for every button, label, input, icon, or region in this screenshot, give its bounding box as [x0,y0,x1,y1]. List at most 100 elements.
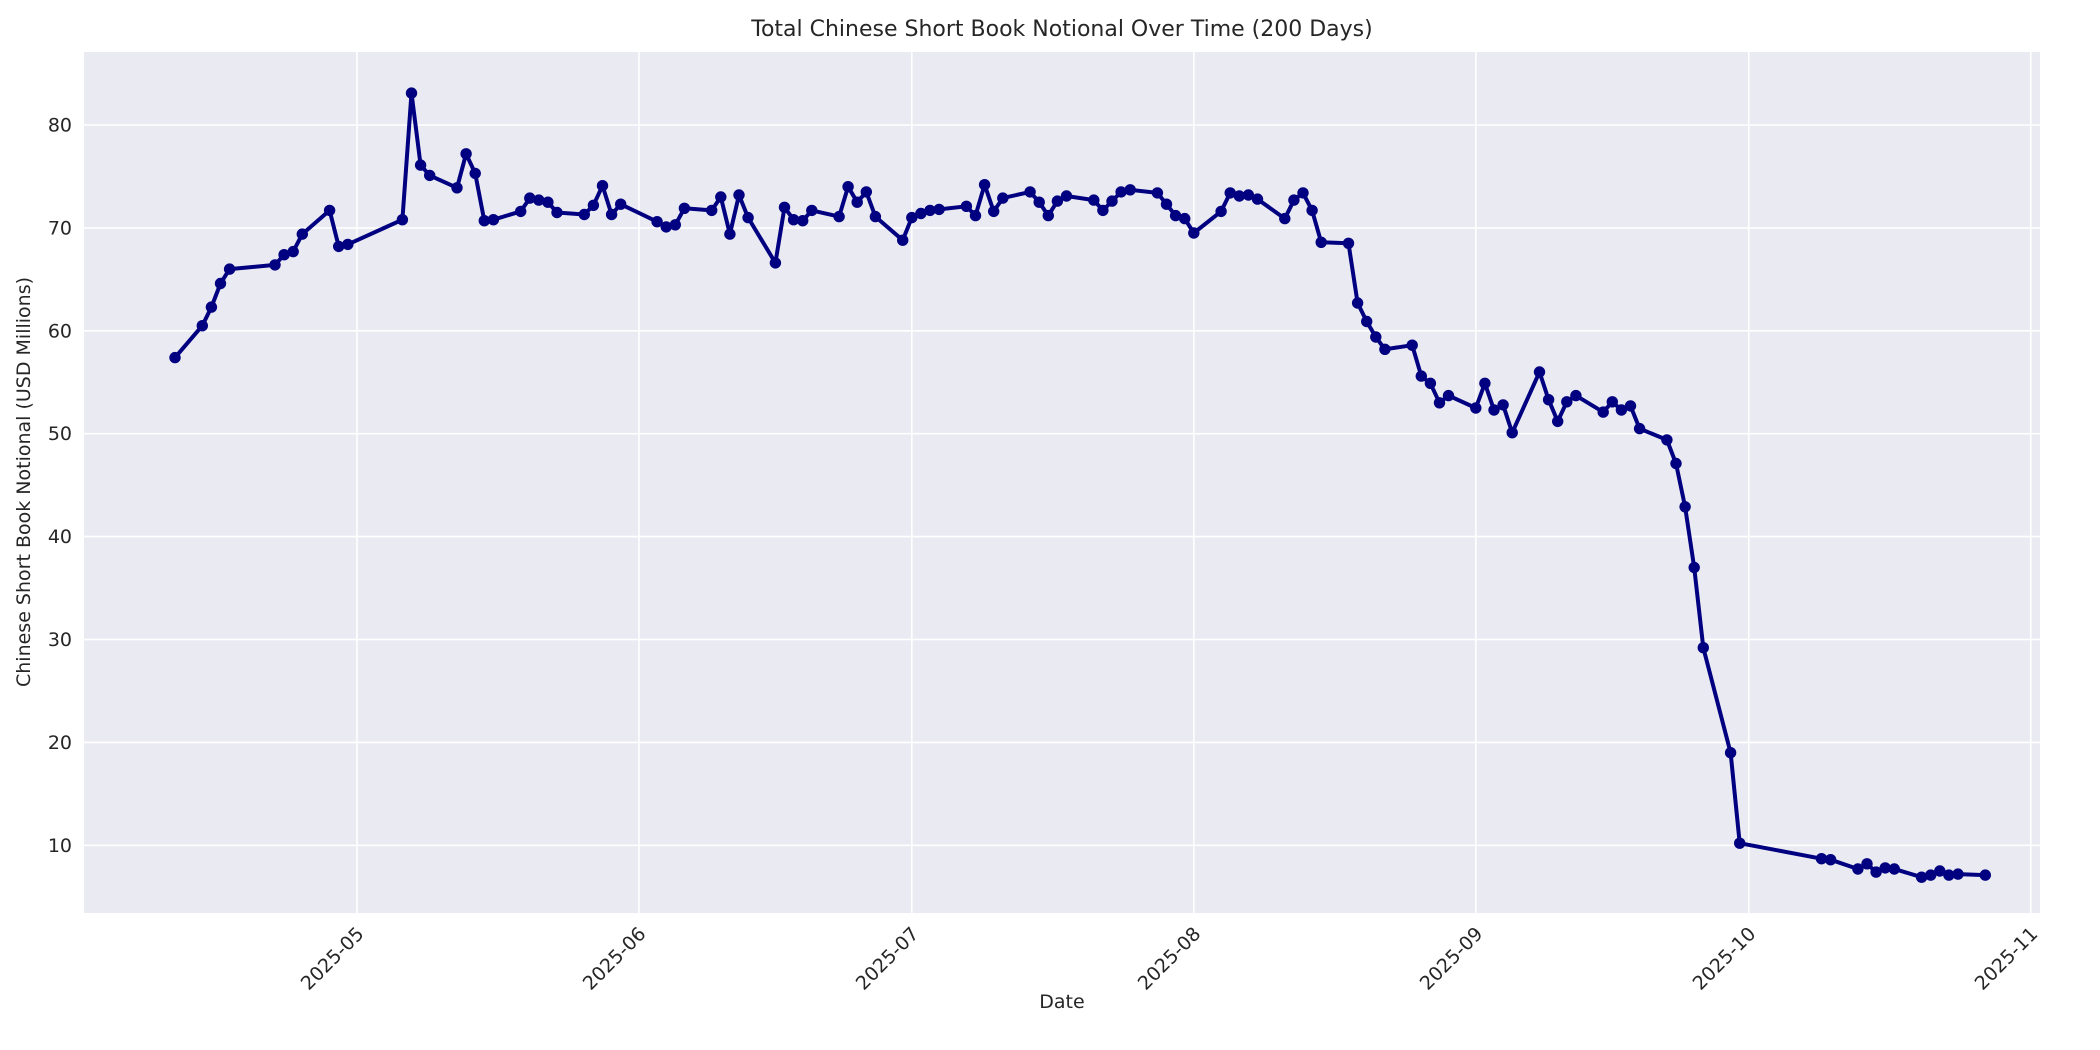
data-point [1879,862,1891,874]
data-point [214,277,227,290]
y-tick-label-20: 20 [48,732,72,754]
data-point [524,192,536,204]
data-point [1415,370,1428,382]
data-point [460,148,472,160]
plot-area [84,52,2040,913]
data-point [1115,186,1127,198]
y-tick-label-70: 70 [48,217,72,239]
data-point [933,203,945,216]
data-point [296,228,308,240]
data-point [451,182,463,194]
data-point [1570,389,1582,402]
data-point [915,207,927,220]
data-point [1688,561,1700,574]
data-point [1824,854,1837,866]
y-tick-label-30: 30 [48,629,72,651]
chart-title: Total Chinese Short Book Notional Over T… [750,17,1372,42]
data-points [169,87,1992,883]
data-point [578,208,590,221]
data-point [1870,866,1882,878]
x-tick-label-2025-11: 2025-11 [1971,923,2043,995]
x-tick-label-2025-06: 2025-06 [579,923,651,995]
data-point [1179,212,1191,225]
data-point [1151,187,1164,199]
data-point [1934,865,1946,877]
data-point [1852,863,1864,875]
data-point [1169,209,1182,222]
data-point [1060,190,1073,202]
data-point [414,159,427,171]
data-point [1624,400,1637,412]
data-point [733,189,745,201]
data-point [669,219,681,231]
data-point [1442,389,1455,402]
data-point [897,234,909,246]
data-point [1552,415,1564,428]
data-point [1915,871,1928,883]
y-tick-label-50: 50 [48,423,72,445]
data-point [706,204,718,217]
data-point [533,194,545,206]
data-point [797,215,809,227]
data-point [742,211,754,224]
data-point [587,199,600,211]
data-point [924,204,936,217]
data-point [651,216,663,228]
data-point [269,259,281,271]
data-point [1106,195,1118,207]
data-point [1952,868,1964,880]
data-point [1597,406,1609,418]
data-point [1297,187,1309,199]
data-point [1288,194,1300,206]
vertical-gridlines [356,52,2032,913]
data-point [1188,227,1200,239]
data-point [842,181,854,193]
data-point [1542,394,1555,406]
data-point [1633,422,1646,435]
data-point [833,210,845,223]
data-point [1251,193,1264,205]
data-point [1233,190,1246,202]
x-tick-label-2025-08: 2025-08 [1134,923,1206,995]
x-tick-label-2025-07: 2025-07 [852,923,924,995]
y-axis-label: Chinese Short Book Notional (USD Million… [13,277,35,687]
data-point [478,215,490,227]
data-point [1506,427,1518,439]
horizontal-gridlines [84,124,2040,847]
y-tick-label-10: 10 [48,835,72,857]
data-point [424,169,436,182]
data-point [1215,205,1227,218]
data-point [724,228,736,240]
data-point [287,245,299,258]
y-axis-tick-labels: 10 20 30 40 50 60 70 80 [48,115,72,857]
data-point [1815,853,1828,865]
data-point [960,200,973,212]
data-point [1224,187,1236,199]
y-tick-label-80: 80 [48,115,72,137]
data-point [205,301,218,313]
x-axis-tick-labels: 2025-05 2025-06 2025-07 2025-08 2025-09 2025-… [297,923,2043,995]
data-point [1433,397,1446,409]
data-point [1370,331,1382,343]
data-point [988,205,1000,218]
data-point [1024,186,1036,198]
data-point [1042,209,1055,222]
data-point [278,249,290,261]
data-point [342,238,354,251]
data-point [1160,198,1173,210]
data-point [1306,204,1318,217]
data-point [605,208,618,221]
data-point [615,198,627,210]
data-point [333,240,345,253]
data-point [1097,204,1109,217]
data-point [678,202,691,214]
data-point [1888,863,1901,875]
data-point [860,186,872,198]
data-point [1406,339,1418,351]
data-point [515,205,527,218]
data-point [1470,402,1482,414]
x-axis-label: Date [1039,991,1084,1013]
data-point [1670,457,1682,470]
data-point [1479,377,1491,389]
data-point [1361,315,1373,328]
